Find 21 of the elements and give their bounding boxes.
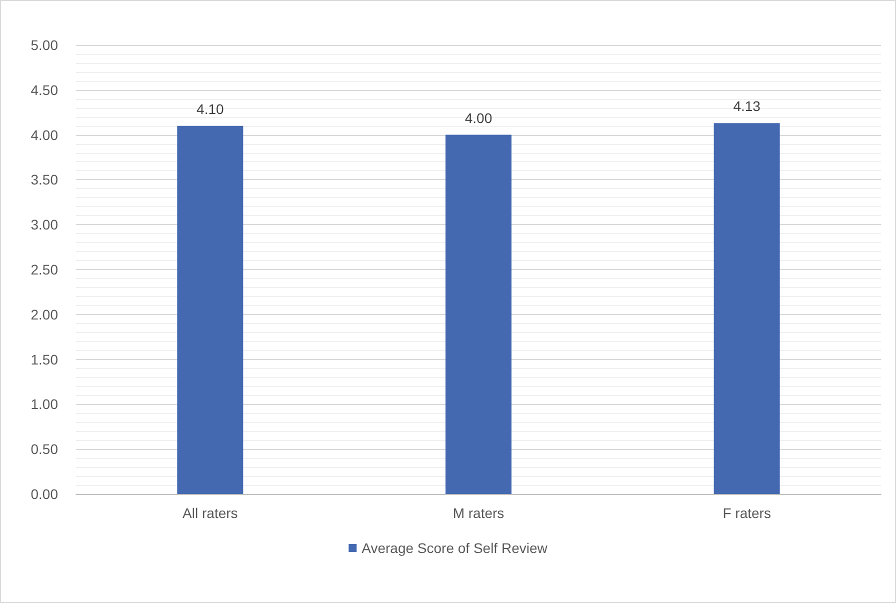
x-tick-label: M raters [452, 505, 504, 521]
y-tick-label: 0.00 [30, 486, 58, 502]
y-tick-label: 0.50 [30, 441, 58, 458]
bar [446, 134, 512, 494]
y-tick-label: 3.00 [30, 216, 58, 233]
y-tick-label: 2.00 [30, 306, 58, 322]
y-tick-label: 2.50 [30, 262, 58, 278]
x-tick-label: All raters [182, 505, 238, 521]
y-tick-label: 4.50 [30, 82, 58, 98]
y-tick-label: 4.00 [30, 126, 58, 143]
legend-label: Average Score of Self Review [362, 540, 548, 556]
y-tick-label: 3.50 [30, 172, 58, 188]
data-label: 4.13 [733, 98, 761, 114]
y-tick-label: 1.50 [30, 351, 58, 368]
data-label: 4.00 [464, 110, 492, 126]
x-tick-label: F raters [722, 505, 771, 521]
y-tick-label: 5.00 [30, 37, 58, 53]
y-tick-label: 1.00 [30, 396, 58, 412]
data-label: 4.10 [196, 100, 224, 117]
bar [714, 123, 780, 494]
bar [177, 126, 244, 494]
